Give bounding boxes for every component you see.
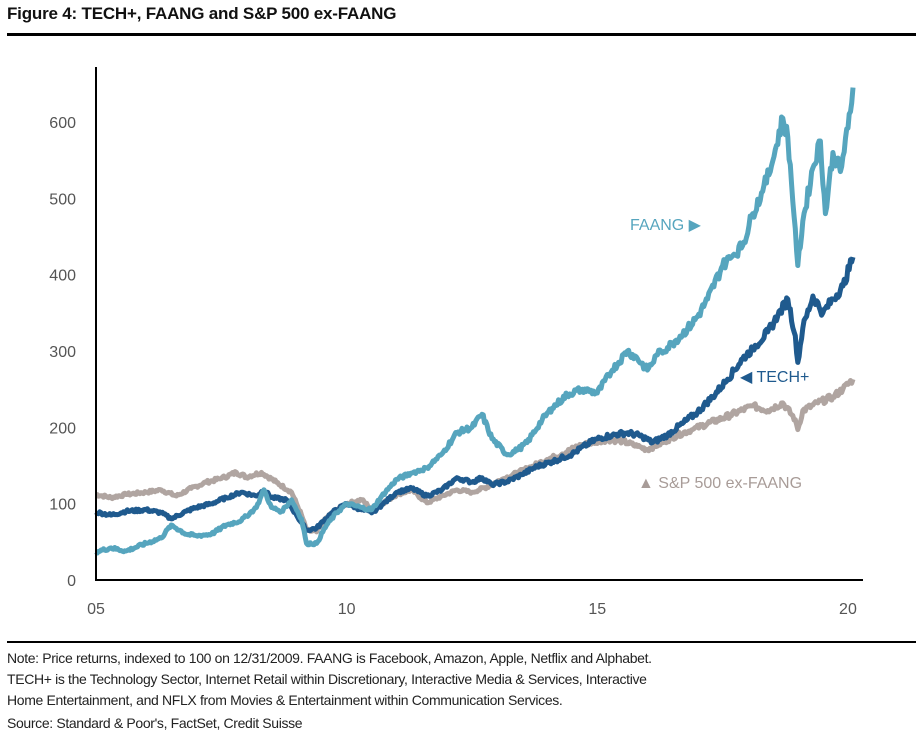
x-tick-label: 10: [338, 601, 356, 618]
series-layer: [94, 87, 856, 556]
y-tick-label: 500: [49, 191, 76, 208]
notes-rule: [7, 641, 916, 643]
note-line: TECH+ is the Technology Sector, Internet…: [7, 671, 647, 687]
figure-title: Figure 4: TECH+, FAANG and S&P 500 ex-FA…: [7, 4, 397, 23]
x-tick-label: 05: [87, 601, 105, 618]
series-line-s-p-500-ex-faang: [94, 378, 856, 535]
series-label-sp500-ex-faang: ▲ S&P 500 ex-FAANG: [638, 475, 802, 492]
note-line: Home Entertainment, and NFLX from Movies…: [7, 692, 563, 708]
line-chart: 0 100 200 300 400 500 600 05 10 15 20 FAANG ▶ ◀ T…: [49, 67, 863, 618]
x-axis-ticks: 05 10 15 20: [87, 601, 857, 618]
y-tick-label: 400: [49, 268, 76, 285]
y-tick-label: 600: [49, 115, 76, 132]
figure-notes: Note: Price returns, indexed to 100 on 1…: [7, 648, 912, 734]
y-tick-label: 0: [67, 573, 76, 590]
series-line-tech-: [94, 256, 856, 534]
title-rule: [7, 33, 916, 36]
y-axis-ticks: 0 100 200 300 400 500 600: [49, 115, 76, 590]
series-label-tech: ◀ TECH+: [740, 369, 809, 386]
source-line: Source: Standard & Poor's, FactSet, Cred…: [7, 715, 303, 731]
note-line: Note: Price returns, indexed to 100 on 1…: [7, 650, 652, 666]
series-line-faang: [94, 87, 856, 556]
y-tick-label: 100: [49, 497, 76, 514]
x-tick-label: 15: [588, 601, 606, 618]
x-tick-label: 20: [839, 601, 857, 618]
series-label-faang: FAANG ▶: [630, 217, 702, 234]
y-tick-label: 300: [49, 344, 76, 361]
y-tick-label: 200: [49, 420, 76, 437]
